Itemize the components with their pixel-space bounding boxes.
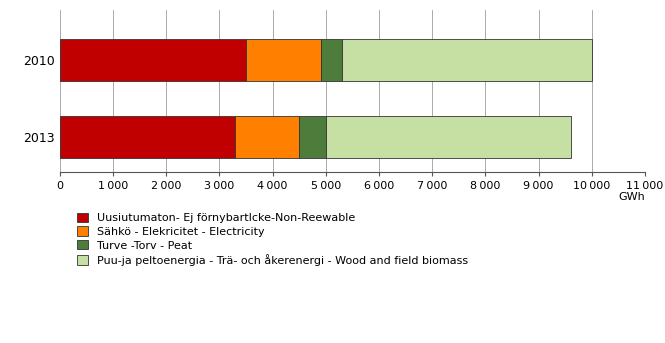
Bar [299,116,326,158]
Bar [342,39,592,81]
Bar [321,39,342,81]
Bar [246,39,321,81]
Legend: Uusiutumaton- Ej förnybartIcke-Non-Reewable, Sähkö - Elekricitet - Electricity, : Uusiutumaton- Ej förnybartIcke-Non-Reewa… [77,213,468,266]
Text: GWh: GWh [618,192,645,202]
Bar [60,116,235,158]
Bar [60,39,246,81]
Bar [326,116,571,158]
Bar [235,116,299,158]
